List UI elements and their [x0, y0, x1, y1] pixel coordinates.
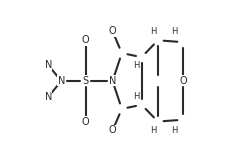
Text: O: O: [82, 117, 90, 127]
Text: H: H: [171, 126, 178, 135]
Text: O: O: [109, 26, 116, 36]
Text: H: H: [150, 27, 156, 36]
Text: N: N: [44, 60, 52, 70]
Text: S: S: [83, 76, 89, 86]
Text: O: O: [179, 76, 187, 86]
Text: N: N: [109, 76, 116, 86]
Text: H: H: [171, 27, 178, 36]
Text: O: O: [82, 35, 90, 45]
Text: O: O: [109, 125, 116, 135]
Text: H: H: [133, 92, 140, 101]
Text: N: N: [58, 76, 65, 86]
Text: H: H: [150, 126, 156, 135]
Text: H: H: [133, 61, 140, 70]
Text: N: N: [44, 92, 52, 102]
